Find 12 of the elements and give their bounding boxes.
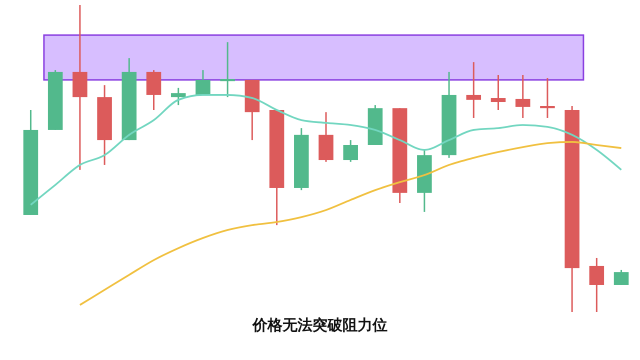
candlestick xyxy=(614,269,629,286)
candlestick xyxy=(146,69,162,111)
candlestick xyxy=(466,61,482,119)
candlestick xyxy=(490,74,506,111)
candlestick xyxy=(343,139,358,163)
candlestick xyxy=(196,69,210,96)
candlestick xyxy=(540,77,555,119)
candlestick xyxy=(220,41,235,98)
candlestick xyxy=(589,257,604,313)
candlestick xyxy=(170,87,186,106)
candlestick xyxy=(515,74,530,119)
text: 价格无法突破阻力位 xyxy=(252,316,388,334)
